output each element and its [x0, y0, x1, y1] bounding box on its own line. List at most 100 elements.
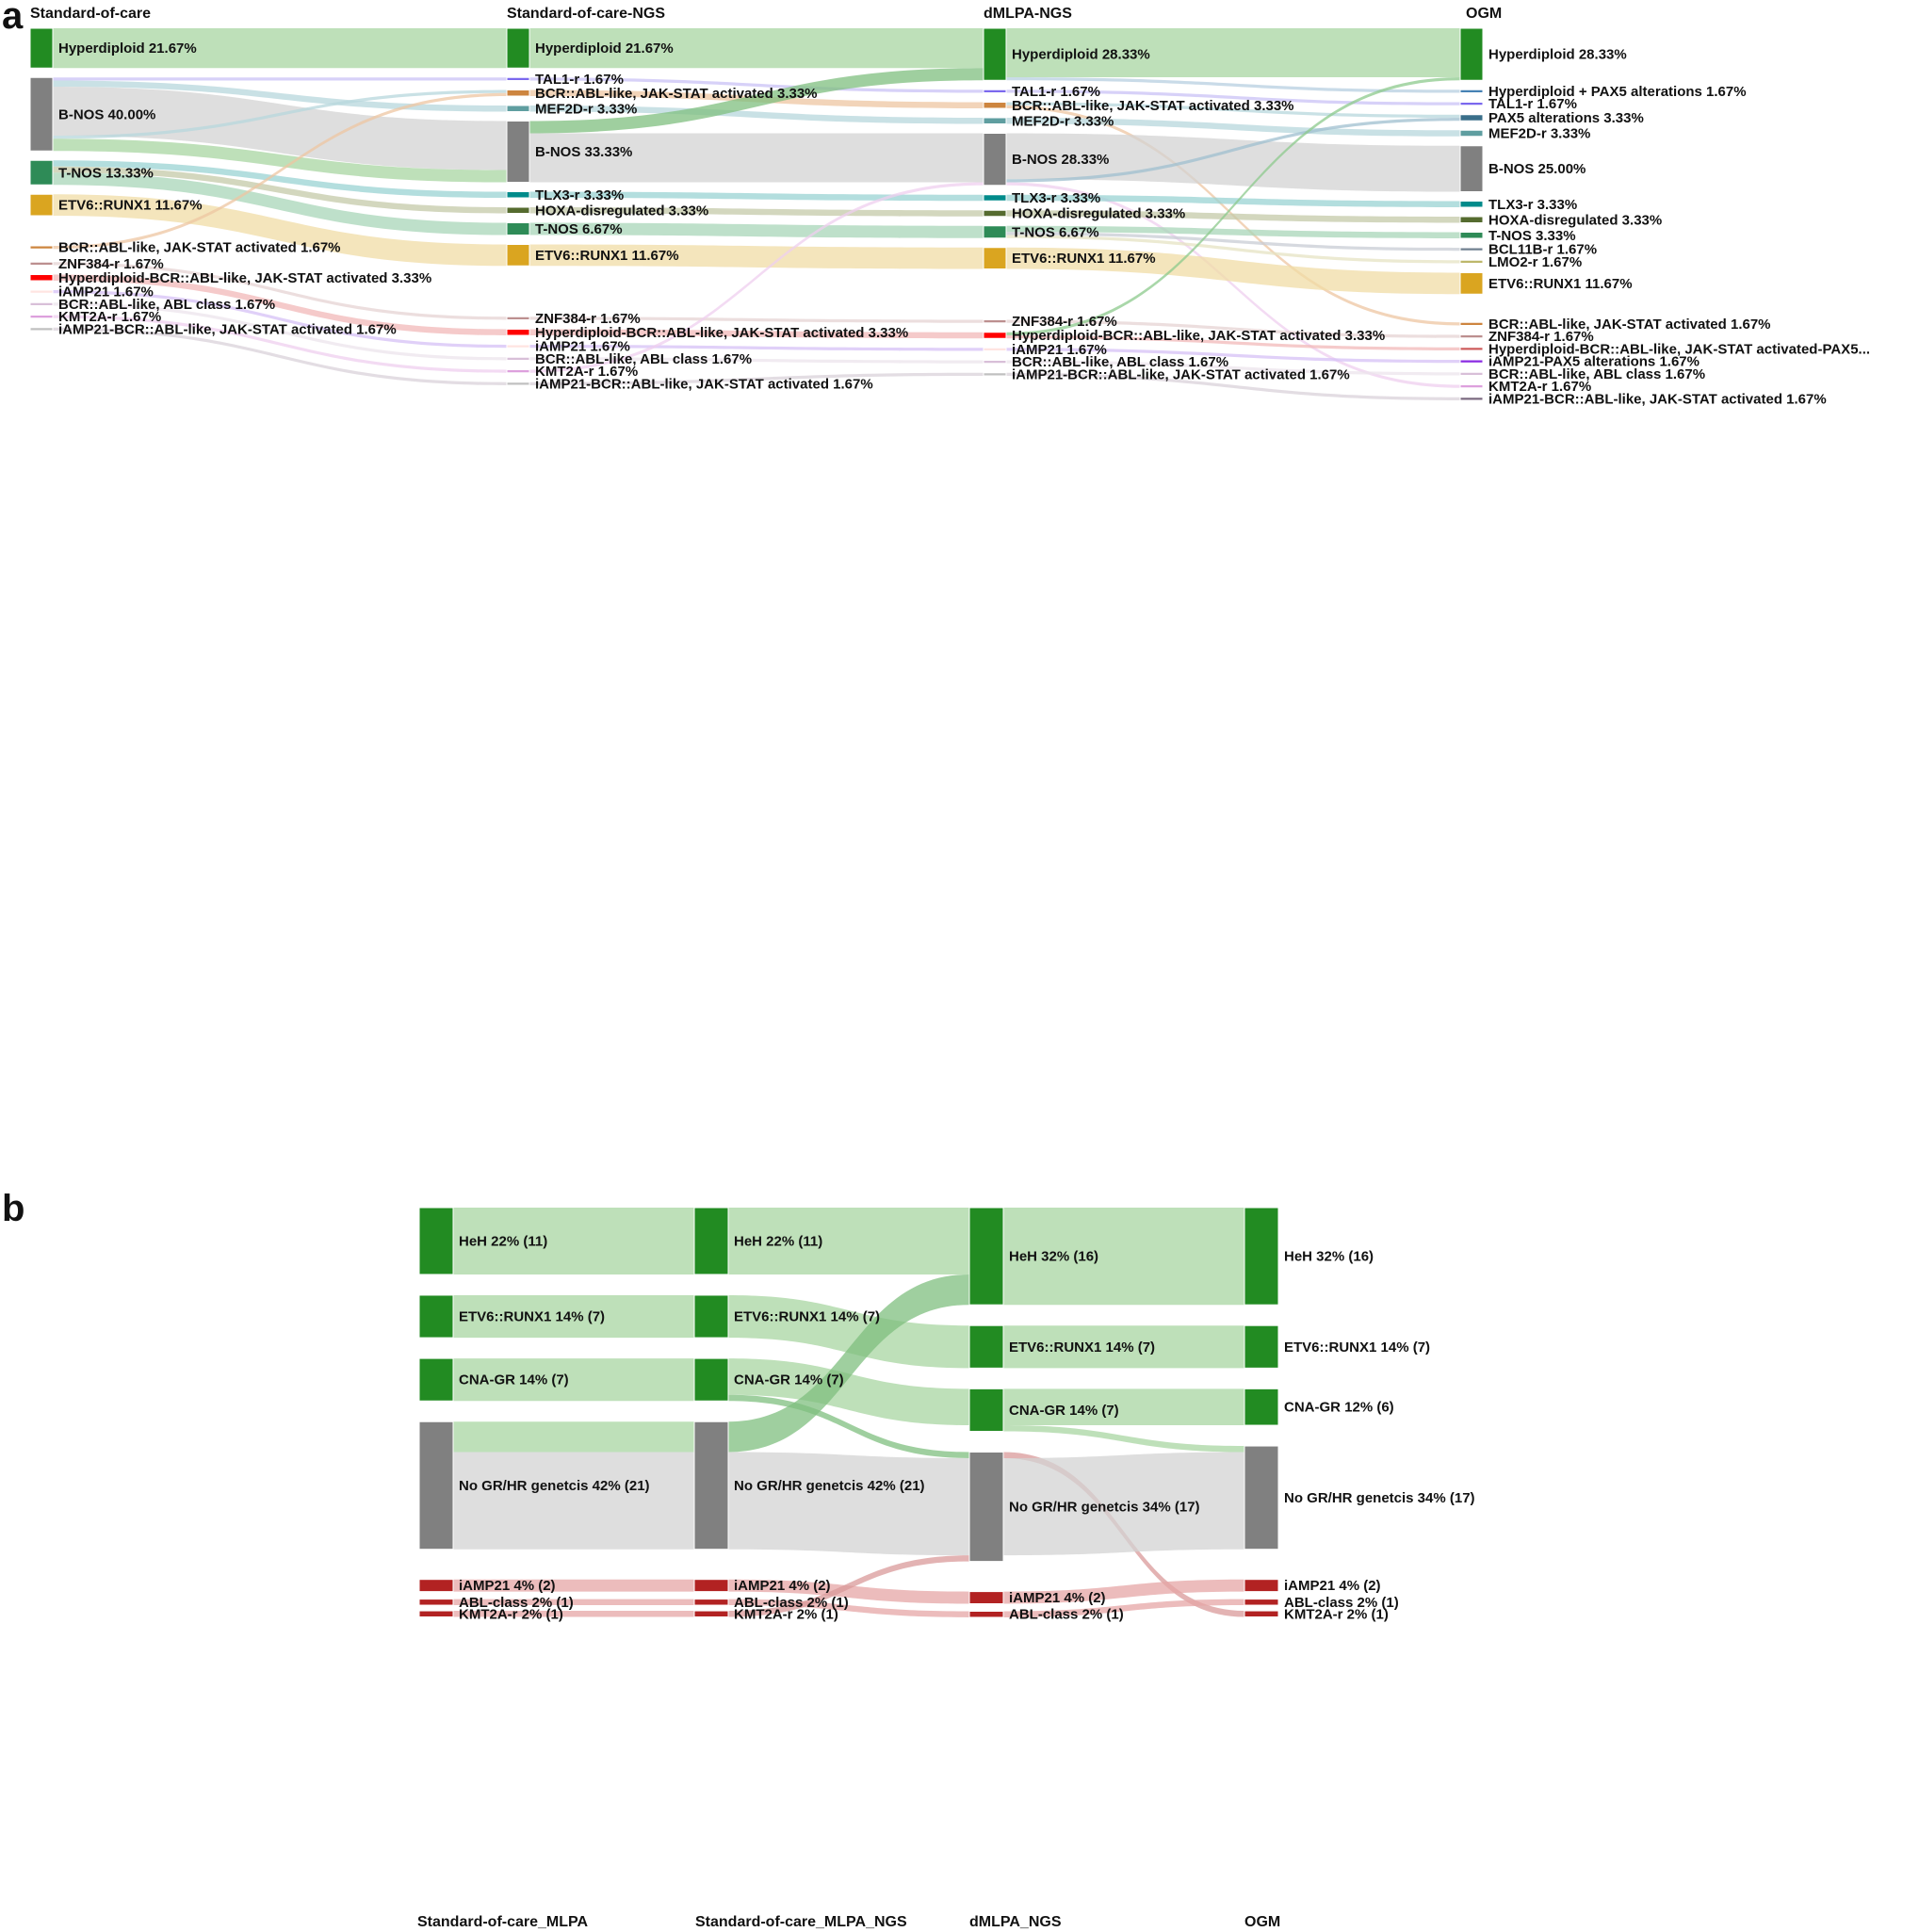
node-a1_bcrjak [506, 89, 530, 97]
panel-a-column-3-header: dMLPA-NGS [984, 6, 1072, 22]
flow-b0_kmt-to-b1_kmt [453, 1611, 694, 1617]
node-label-a0_hypbcr: Hyperdiploid-BCR::ABL-like, JAK-STAT act… [58, 270, 431, 286]
node-label-b1_abl: ABL-class 2% (1) [734, 1595, 849, 1611]
flow-a0_hyp-to-a1_hyp [53, 28, 507, 69]
panel-b-column-1-header: Standard-of-care_MLPA [417, 1914, 589, 1930]
node-label-a2_hyp: Hyperdiploid 28.33% [1012, 47, 1150, 63]
node-label-a3_etv: ETV6::RUNX1 11.67% [1488, 276, 1633, 292]
flow-a2_tnos-to-a3_lmo [1006, 235, 1460, 264]
flow-b2_no-to-b3_no [1003, 1452, 1244, 1556]
flow-a1_kmt-to-a2_bnos [529, 182, 984, 373]
node-label-a0_bcrjak: BCR::ABL-like, JAK-STAT activated 1.67% [58, 240, 341, 256]
node-label-b3_cna: CNA-GR 12% (6) [1284, 1400, 1394, 1416]
node-b3_heh [1244, 1207, 1279, 1306]
flow-a2_hypbcr-to-a3_hyp [1006, 77, 1460, 335]
node-a3_bcrabl [1459, 371, 1484, 376]
node-b3_cna [1244, 1388, 1279, 1426]
node-a1_kmt [506, 369, 530, 374]
node-label-a3_znf: ZNF384-r 1.67% [1488, 329, 1594, 345]
flow-a2_tnos-to-a3_tnos [1006, 225, 1460, 238]
flow-b1_abl-to-b2_abl [728, 1599, 969, 1617]
flow-a0_hypbcr-to-a1_hypbcr [53, 274, 507, 335]
node-b1_kmt [693, 1610, 729, 1618]
node-label-b2_abl: ABL-class 2% (1) [1009, 1607, 1124, 1623]
node-label-a1_mef: MEF2D-r 3.33% [535, 101, 637, 117]
node-label-a1_kmt: KMT2A-r 1.67% [535, 364, 638, 380]
flow-a0_bnos-to-a1_bcrjak [53, 89, 507, 139]
flow-b2_iamp-to-b3_iamp [1003, 1579, 1244, 1604]
node-label-b3_heh: HeH 32% (16) [1284, 1249, 1374, 1265]
node-a3_iampbcr [1459, 397, 1484, 401]
node-label-b3_abl: ABL-class 2% (1) [1284, 1595, 1399, 1611]
node-a1_hypbcr [506, 329, 530, 336]
node-label-a3_tnos: T-NOS 3.33% [1488, 228, 1576, 244]
node-a3_bnos [1459, 145, 1484, 192]
node-a1_tnos [506, 222, 530, 235]
flow-a0_znf-to-a1_znf [53, 262, 507, 320]
node-label-a1_hoxa: HOXA-disregulated 3.33% [535, 203, 708, 219]
node-label-b1_no: No GR/HR genetcis 42% (21) [734, 1478, 925, 1494]
node-a3_etv [1459, 272, 1484, 295]
node-b1_no [693, 1421, 729, 1550]
node-b1_iamp [693, 1579, 729, 1593]
flow-a2_mef-to-a3_mef [1006, 118, 1460, 137]
node-label-a2_bcrabl: BCR::ABL-like, ABL class 1.67% [1012, 354, 1228, 370]
node-label-b3_no: No GR/HR genetcis 34% (17) [1284, 1490, 1475, 1506]
node-a1_hoxa [506, 206, 530, 214]
node-a0_iampbcr [29, 327, 54, 332]
node-a3_mef [1459, 129, 1484, 138]
panel-b-letter: b [2, 1188, 24, 1229]
panel-b-column-3-header: dMLPA_NGS [969, 1914, 1062, 1930]
flow-a1_tnos-to-a2_tnos [529, 222, 984, 238]
node-label-a3_bcl: BCL11B-r 1.67% [1488, 242, 1597, 258]
node-label-a2_etv: ETV6::RUNX1 11.67% [1012, 251, 1156, 267]
flow-b1_etv-to-b2_etv [728, 1294, 969, 1369]
flow-a0_iampbcr-to-a1_iampbcr [53, 327, 507, 385]
flow-a1_tlx-to-a2_tlx [529, 191, 984, 202]
node-label-b2_heh: HeH 32% (16) [1009, 1249, 1098, 1265]
flow-a2_hyp-to-a3_hyp [1006, 28, 1460, 77]
node-b2_iamp [968, 1591, 1004, 1604]
node-label-a1_znf: ZNF384-r 1.67% [535, 311, 641, 327]
node-label-b0_kmt: KMT2A-r 2% (1) [459, 1606, 563, 1622]
node-a3_iamppax [1459, 359, 1484, 364]
flow-a0_bcrabl-to-a1_bcrabl [53, 302, 507, 361]
flow-a0_bnos-to-a1_bnos [53, 87, 507, 170]
node-a2_tnos [983, 225, 1007, 239]
node-a2_tlx [983, 194, 1007, 202]
node-a2_mef [983, 117, 1007, 124]
node-label-a0_bnos: B-NOS 40.00% [58, 106, 155, 122]
node-label-a3_bcrabl: BCR::ABL-like, ABL class 1.67% [1488, 366, 1705, 382]
flow-a0_bnos-to-a1_tal [53, 77, 507, 81]
node-b2_no [968, 1452, 1004, 1563]
flow-a2_bcrjak-to-a3_pax [1006, 102, 1460, 118]
node-label-b1_cna: CNA-GR 14% (7) [734, 1372, 844, 1388]
node-b1_etv [693, 1294, 729, 1339]
node-a1_mef [506, 105, 530, 112]
node-label-b2_etv: ETV6::RUNX1 14% (7) [1009, 1339, 1155, 1356]
node-a1_tal [506, 76, 530, 81]
flow-a1_mef-to-a2_mef [529, 106, 984, 124]
node-a3_pax [1459, 114, 1484, 122]
node-label-a3_hypbcrpax: Hyperdiploid-BCR::ABL-like, JAK-STAT act… [1488, 341, 1870, 357]
node-b0_iamp [418, 1579, 454, 1593]
node-b3_iamp [1244, 1579, 1279, 1593]
node-a2_znf [983, 319, 1007, 324]
panel-a-column-4-header: OGM [1466, 6, 1502, 22]
panel-a-letter: a [2, 0, 24, 37]
node-label-a2_tlx: TLX3-r 3.33% [1012, 190, 1100, 206]
flow-b0_cna-to-b1_cna [453, 1358, 694, 1402]
node-b1_cna [693, 1357, 729, 1402]
node-label-a0_znf: ZNF384-r 1.67% [58, 256, 164, 272]
node-label-a0_etv: ETV6::RUNX1 11.67% [58, 198, 203, 214]
node-b1_abl [693, 1599, 729, 1606]
flow-a0_bcrjak-to-a1_bcrjak [53, 92, 507, 250]
panel-a-column-2-header: Standard-of-care-NGS [507, 6, 665, 22]
node-a2_bcrabl [983, 360, 1007, 365]
flow-a2_tnos-to-a3_bcl [1006, 232, 1460, 252]
panel-a-flows [53, 28, 1460, 400]
flow-b2_cna-to-b3_no [1003, 1425, 1244, 1453]
node-label-b1_etv: ETV6::RUNX1 14% (7) [734, 1309, 880, 1325]
node-label-b1_iamp: iAMP21 4% (2) [734, 1578, 831, 1594]
node-b0_kmt [418, 1610, 454, 1618]
